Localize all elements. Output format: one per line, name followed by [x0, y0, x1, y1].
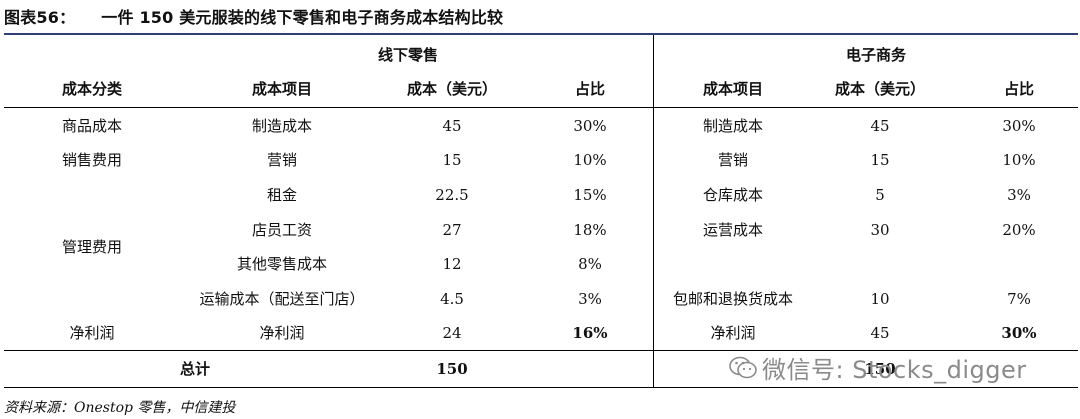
- group-offline-retail: 线下零售: [377, 46, 439, 64]
- online-ratio: 30%: [1001, 324, 1037, 342]
- header-online-item: 成本项目: [702, 80, 764, 98]
- offline-cost: 45: [442, 117, 462, 135]
- wechat-icon: [728, 355, 758, 387]
- offline-ratio: 16%: [572, 324, 608, 342]
- offline-item: 店员工资: [251, 221, 313, 239]
- offline-item: 运输成本（配送至门店）: [199, 290, 365, 308]
- total-offline: 150: [436, 360, 468, 378]
- offline-ratio: 8%: [578, 255, 602, 273]
- figure-title-text: 一件 150 美元服装的线下零售和电子商务成本结构比较: [101, 8, 504, 27]
- online-cost: 30: [870, 221, 890, 239]
- table-bottom-rule: [4, 387, 1078, 388]
- offline-item: 其他零售成本: [236, 255, 328, 273]
- figure-title: 图表56： 一件 150 美元服装的线下零售和电子商务成本结构比较: [4, 4, 503, 28]
- online-ratio: 7%: [1007, 290, 1031, 308]
- online-cost: 45: [870, 117, 890, 135]
- online-item: 营销: [717, 151, 749, 169]
- offline-cost: 22.5: [435, 186, 469, 204]
- offline-item: 营销: [266, 151, 298, 169]
- watermark-text: 微信号: Stocks_digger: [762, 356, 1027, 384]
- offline-item: 租金: [266, 186, 298, 204]
- section-divider: [653, 35, 654, 387]
- total-online: 150: [864, 360, 896, 378]
- online-ratio: 30%: [1002, 117, 1036, 135]
- category-sales-expense: 销售费用: [61, 151, 123, 169]
- online-ratio: 20%: [1002, 221, 1036, 239]
- header-online-ratio: 占比: [1003, 80, 1035, 98]
- offline-ratio: 30%: [573, 117, 607, 135]
- group-ecommerce: 电子商务: [845, 46, 907, 64]
- header-online-cost: 成本（美元）: [834, 80, 926, 98]
- offline-ratio: 10%: [573, 151, 607, 169]
- source-note: 资料来源：Onestop 零售，中信建投: [4, 400, 236, 416]
- table-top-rule: [4, 33, 1078, 35]
- header-offline-item: 成本项目: [251, 80, 313, 98]
- online-cost: 15: [870, 151, 890, 169]
- header-offline-ratio: 占比: [574, 80, 606, 98]
- online-item: 仓库成本: [702, 186, 764, 204]
- offline-cost: 4.5: [440, 290, 464, 308]
- total-label: 总计: [179, 360, 211, 378]
- category-admin-expense: 管理费用: [61, 238, 123, 256]
- online-ratio: 3%: [1007, 186, 1031, 204]
- online-ratio: 10%: [1002, 151, 1036, 169]
- figure-number: 图表56：: [4, 8, 76, 27]
- wechat-watermark: 微信号: Stocks_digger: [728, 350, 1027, 387]
- category-net-profit: 净利润: [69, 324, 115, 342]
- online-cost: 10: [870, 290, 890, 308]
- header-bottom-rule: [4, 107, 1078, 108]
- offline-ratio: 3%: [578, 290, 602, 308]
- online-item: 制造成本: [702, 117, 764, 135]
- total-top-rule: [4, 350, 1078, 351]
- offline-item: 制造成本: [251, 117, 313, 135]
- offline-cost: 27: [442, 221, 462, 239]
- online-item: 运营成本: [702, 221, 764, 239]
- header-offline-cost: 成本（美元）: [406, 80, 498, 98]
- online-cost: 45: [870, 324, 890, 342]
- online-item: 净利润: [710, 324, 756, 342]
- header-category: 成本分类: [61, 80, 123, 98]
- offline-cost: 15: [442, 151, 462, 169]
- offline-ratio: 15%: [573, 186, 607, 204]
- offline-cost: 24: [442, 324, 462, 342]
- online-item: 包邮和退换货成本: [672, 290, 794, 308]
- offline-ratio: 18%: [573, 221, 607, 239]
- online-cost: 5: [875, 186, 885, 204]
- offline-cost: 12: [442, 255, 462, 273]
- category-goods-cost: 商品成本: [61, 117, 123, 135]
- offline-item: 净利润: [259, 324, 305, 342]
